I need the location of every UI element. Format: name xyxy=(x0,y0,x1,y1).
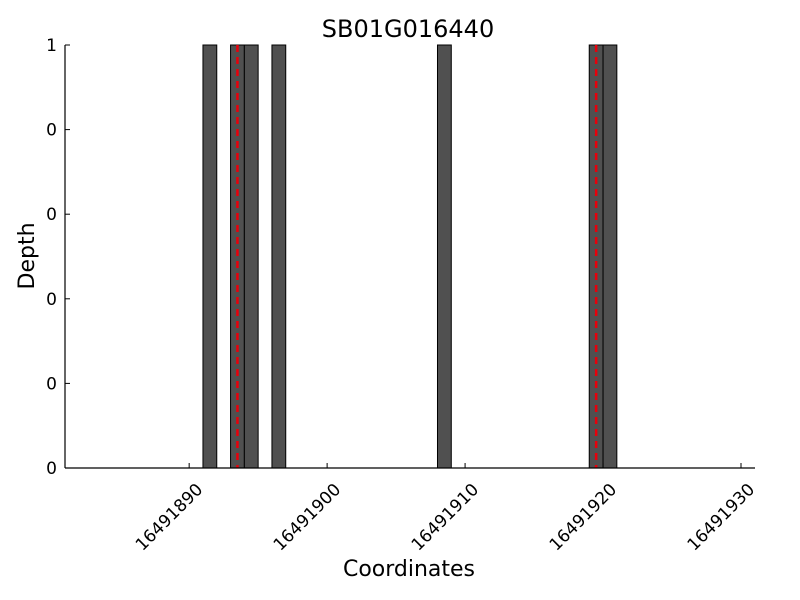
y-tick-label-1: 0 xyxy=(46,374,57,394)
x-tick-label-3: 16491920 xyxy=(546,480,621,555)
bar-0 xyxy=(202,44,218,469)
x-tick-label-4: 16491930 xyxy=(684,480,759,555)
bars-layer xyxy=(202,44,618,469)
x-axis-label: Coordinates xyxy=(343,557,475,582)
y-tick-label-0: 0 xyxy=(46,459,57,479)
y-tick-label-3: 0 xyxy=(46,205,57,225)
x-tick-label-2: 16491910 xyxy=(408,480,483,555)
bar-3 xyxy=(271,44,287,469)
markers-layer xyxy=(236,45,598,468)
chart-title: SB01G016440 xyxy=(322,15,494,43)
bar-6 xyxy=(602,44,618,469)
y-tick-label-4: 0 xyxy=(46,121,57,141)
y-tick-label-2: 0 xyxy=(46,290,57,310)
y-axis-label: Depth xyxy=(15,222,40,289)
y-ticks: 0 0 0 0 0 1 xyxy=(46,36,70,479)
y-tick-label-5: 1 xyxy=(46,36,57,56)
bar-2 xyxy=(243,44,259,469)
bar-4 xyxy=(436,44,452,469)
x-ticks: 16491890 16491900 16491910 16491920 16491930 xyxy=(132,463,759,555)
x-tick-label-0: 16491890 xyxy=(132,480,207,555)
x-tick-label-1: 16491900 xyxy=(270,480,345,555)
